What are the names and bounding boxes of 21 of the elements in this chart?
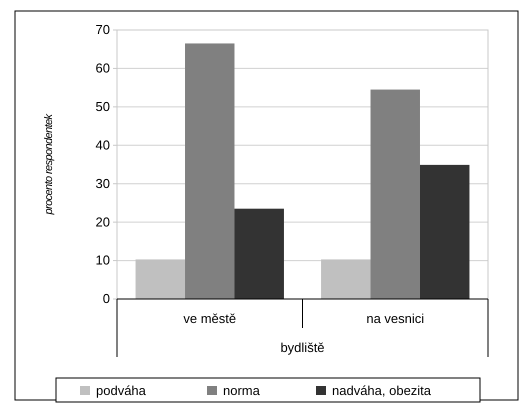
y-tick-label: 0 [102,291,110,306]
x-tick-label: ve městě [183,311,236,326]
legend-label: nadváha, obezita [332,383,432,398]
x-tick-label: na vesnici [366,311,424,326]
bar [420,164,470,299]
bar [234,208,284,299]
y-tick-label: 30 [96,176,110,191]
y-tick-label: 10 [96,252,110,268]
legend-label: podváha [96,383,147,398]
y-tick-label: 60 [96,60,110,76]
bar [370,90,420,299]
y-tick-label: 70 [96,22,110,38]
legend-label: norma [223,383,261,398]
y-tick-label: 40 [96,137,110,152]
bar [136,259,186,299]
bar [321,259,371,299]
y-axis-title: procento respondentek [43,113,55,216]
y-tick-label: 20 [96,214,110,230]
bar [185,43,234,299]
y-tick-label: 50 [96,99,110,114]
x-axis-title: bydliště [280,340,325,355]
